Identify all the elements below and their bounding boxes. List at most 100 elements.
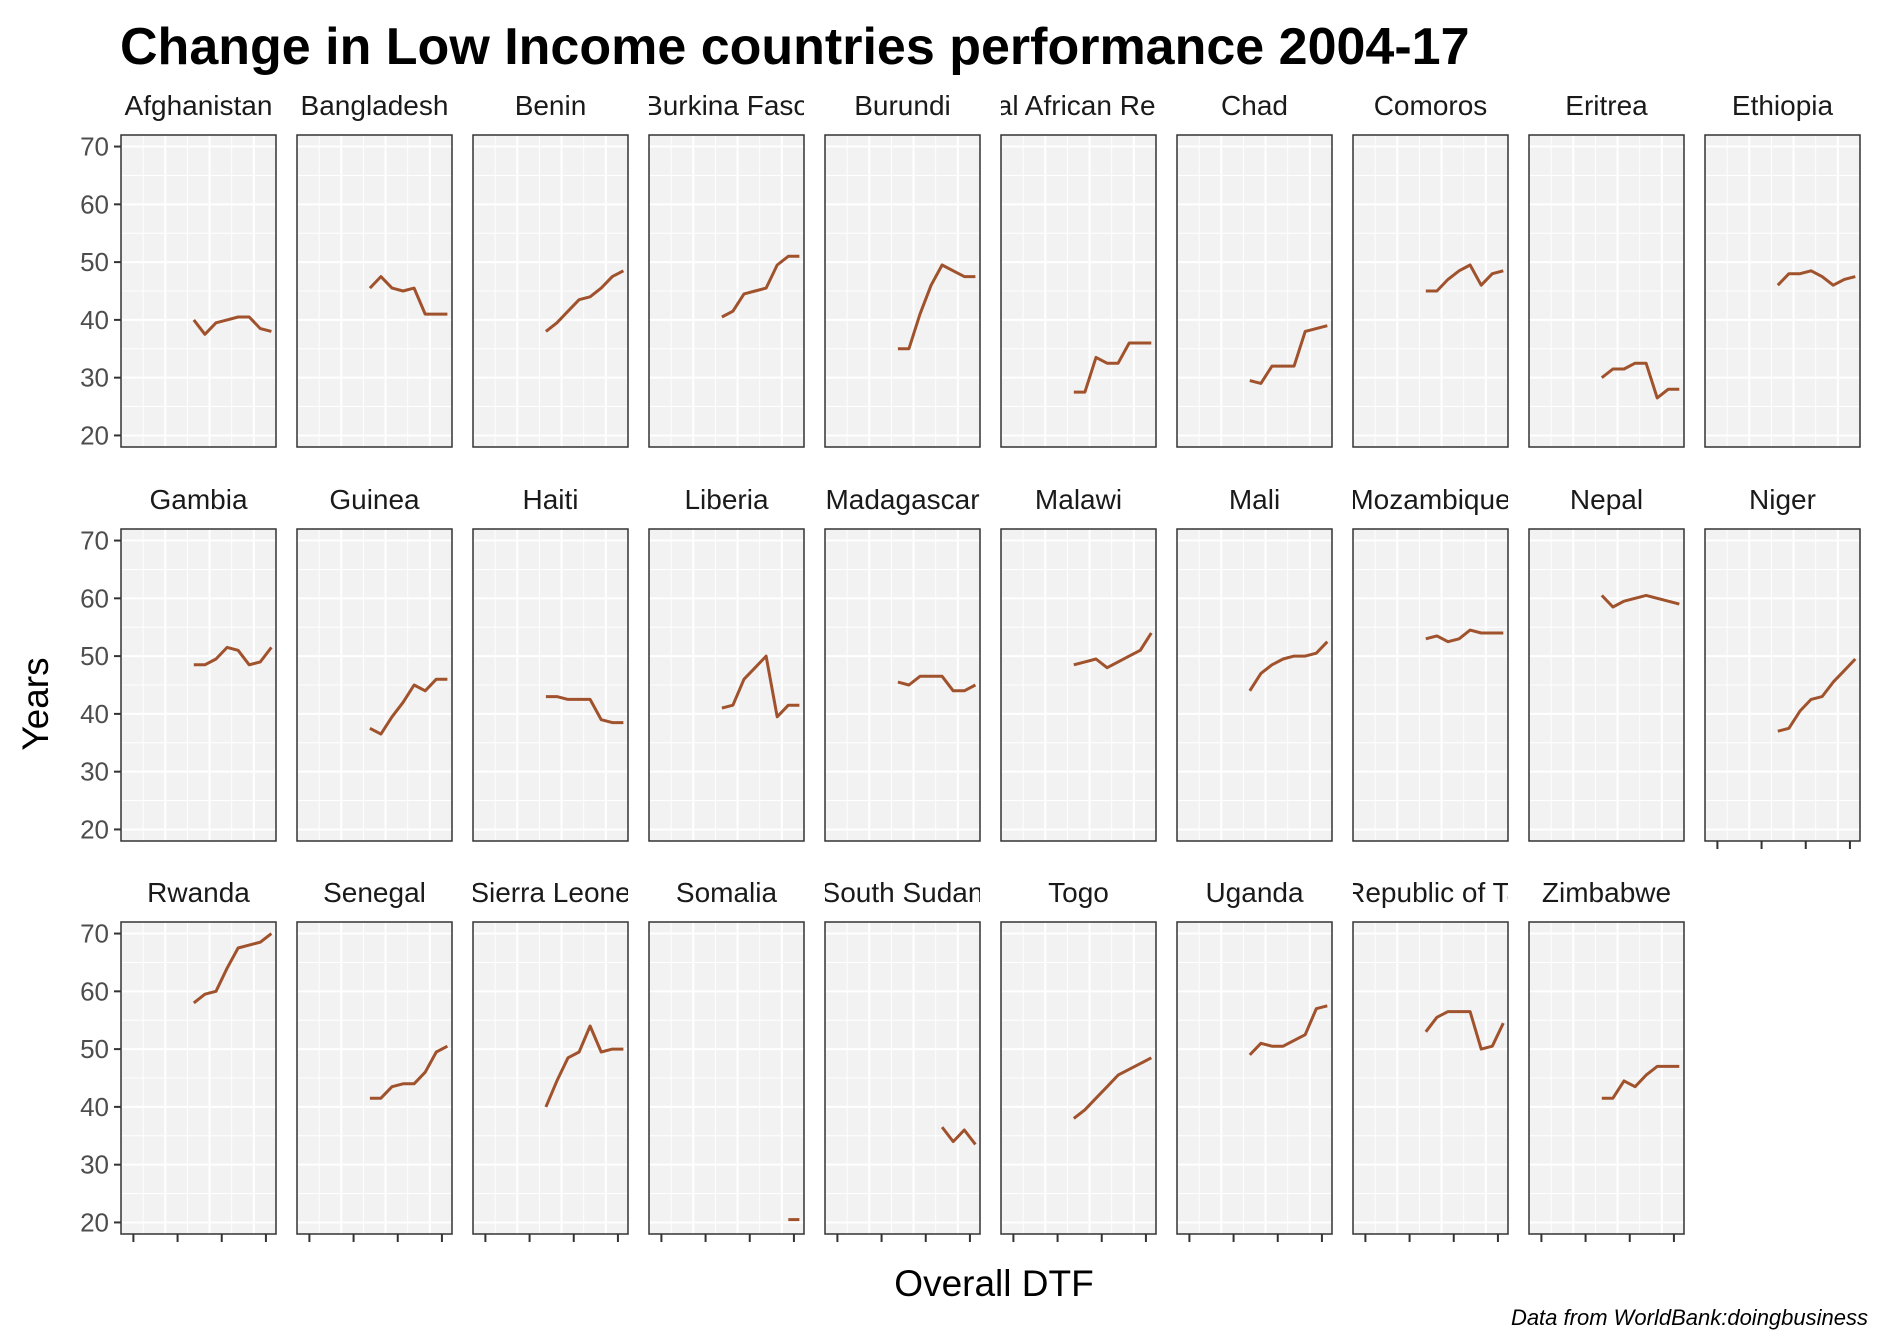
series-line xyxy=(721,654,800,719)
series-line xyxy=(1073,632,1153,670)
panel-border xyxy=(1176,921,1333,1235)
series-line xyxy=(368,275,448,316)
series-line xyxy=(1600,361,1680,400)
facet-label: Burkina Faso xyxy=(644,90,809,121)
panel-border xyxy=(1704,134,1861,448)
series-line xyxy=(1248,640,1329,692)
series-line xyxy=(897,263,976,351)
y-tick-label: 30 xyxy=(80,363,109,393)
x-axis-label: Overall DTF xyxy=(894,1263,1093,1304)
facet-label: Afghanistan xyxy=(125,90,273,121)
y-tick-label: 20 xyxy=(80,420,109,450)
facet-panel: Central African Republic xyxy=(928,90,1228,448)
y-tick-label: 70 xyxy=(80,919,109,949)
y-axis-label: Years xyxy=(15,657,56,750)
panel-border xyxy=(1352,921,1509,1235)
series-line xyxy=(369,1044,449,1100)
facet-label: Bangladesh xyxy=(301,90,449,121)
series-line xyxy=(1425,263,1504,293)
caption: Data from WorldBank:doingbusiness xyxy=(1511,1305,1868,1330)
facet-panel: Niger xyxy=(1704,484,1861,849)
y-tick-label: 40 xyxy=(80,699,109,729)
panel-border xyxy=(120,921,277,1235)
panel-border xyxy=(1528,528,1685,842)
facet-label: Burundi xyxy=(854,90,951,121)
series-line xyxy=(1776,269,1856,287)
panel-border xyxy=(1352,134,1509,448)
series-line xyxy=(1424,1010,1505,1051)
facet-label: Liberia xyxy=(684,484,768,515)
series-line xyxy=(1601,1064,1680,1100)
facet-panel: Zimbabwe xyxy=(1528,877,1685,1242)
panel-border xyxy=(472,134,629,448)
facet-panel: Eritrea xyxy=(1528,90,1685,448)
facet-panel: Mozambique xyxy=(1352,484,1509,842)
y-tick-label: 30 xyxy=(80,1150,109,1180)
facet-panel: Bangladesh xyxy=(296,90,453,448)
y-tick-label: 20 xyxy=(80,814,109,844)
series-line xyxy=(544,1024,624,1108)
y-tick-label: 30 xyxy=(80,757,109,787)
facet-panel: United Republic of Tanzania xyxy=(1256,877,1605,1242)
panel-border xyxy=(824,528,981,842)
facet-label: Madagascar xyxy=(825,484,979,515)
series-line xyxy=(1425,628,1504,644)
y-tick-label: 40 xyxy=(80,305,109,335)
facet-panel: Benin xyxy=(472,90,629,448)
facet-label: Comoros xyxy=(1374,90,1488,121)
panel-border xyxy=(1352,528,1509,842)
y-tick-label: 60 xyxy=(80,189,109,219)
facet-label: Central African Republic xyxy=(928,90,1228,121)
series-line xyxy=(1777,657,1857,733)
panel-border xyxy=(1176,134,1333,448)
series-line xyxy=(192,315,272,336)
y-tick-label: 70 xyxy=(80,526,109,556)
facet-panel: Gambia 20 30 40 50 60 70 xyxy=(80,484,277,844)
facet-panel: Somalia xyxy=(648,877,805,1242)
facet-panel: Guinea xyxy=(296,484,453,842)
series-line xyxy=(940,1126,977,1146)
facet-label: Benin xyxy=(515,90,587,121)
panel-border xyxy=(472,921,629,1235)
series-line xyxy=(545,695,624,725)
facet-panel: Comoros xyxy=(1352,90,1509,448)
panel-border xyxy=(824,921,981,1235)
facet-panels: Afghanistan 20 30 40 50 60 70 Bangladesh Benin Bu… xyxy=(80,90,1861,1242)
panel-border xyxy=(648,528,805,842)
facet-panel: Mali xyxy=(1176,484,1333,842)
facet-label: Togo xyxy=(1048,877,1109,908)
panel-border xyxy=(1176,528,1333,842)
facet-panel: Liberia xyxy=(648,484,805,842)
panel-border xyxy=(296,921,453,1235)
facet-panel: Malawi xyxy=(1000,484,1157,842)
facet-label: South Sudan xyxy=(822,877,984,908)
y-tick-label: 50 xyxy=(80,641,109,671)
facet-label: Guinea xyxy=(329,484,420,515)
panel-border xyxy=(1528,134,1685,448)
panel-border xyxy=(824,134,981,448)
panel-border xyxy=(1000,134,1157,448)
facet-label: Ethiopia xyxy=(1732,90,1834,121)
series-line xyxy=(1600,593,1680,609)
facet-panel: Sierra Leone xyxy=(472,877,629,1242)
facet-panel: Haiti xyxy=(472,484,629,842)
panel-border xyxy=(472,528,629,842)
facet-label: Senegal xyxy=(323,877,426,908)
panel-border xyxy=(648,921,805,1235)
facet-panel: Chad xyxy=(1176,90,1333,448)
series-line xyxy=(1073,341,1152,394)
series-line xyxy=(369,677,448,736)
facet-panel: Uganda xyxy=(1176,877,1333,1242)
facet-label: Chad xyxy=(1221,90,1288,121)
facet-panel: Madagascar xyxy=(824,484,981,842)
series-line xyxy=(193,645,273,667)
facet-panel: Burkina Faso xyxy=(644,90,809,448)
facet-label: United Republic of Tanzania xyxy=(1256,877,1605,908)
facet-label: Mali xyxy=(1229,484,1280,515)
facet-label: Malawi xyxy=(1035,484,1122,515)
facet-panel: Senegal xyxy=(296,877,453,1242)
facet-label: Rwanda xyxy=(147,877,250,908)
series-line xyxy=(192,932,273,1005)
y-tick-label: 40 xyxy=(80,1092,109,1122)
